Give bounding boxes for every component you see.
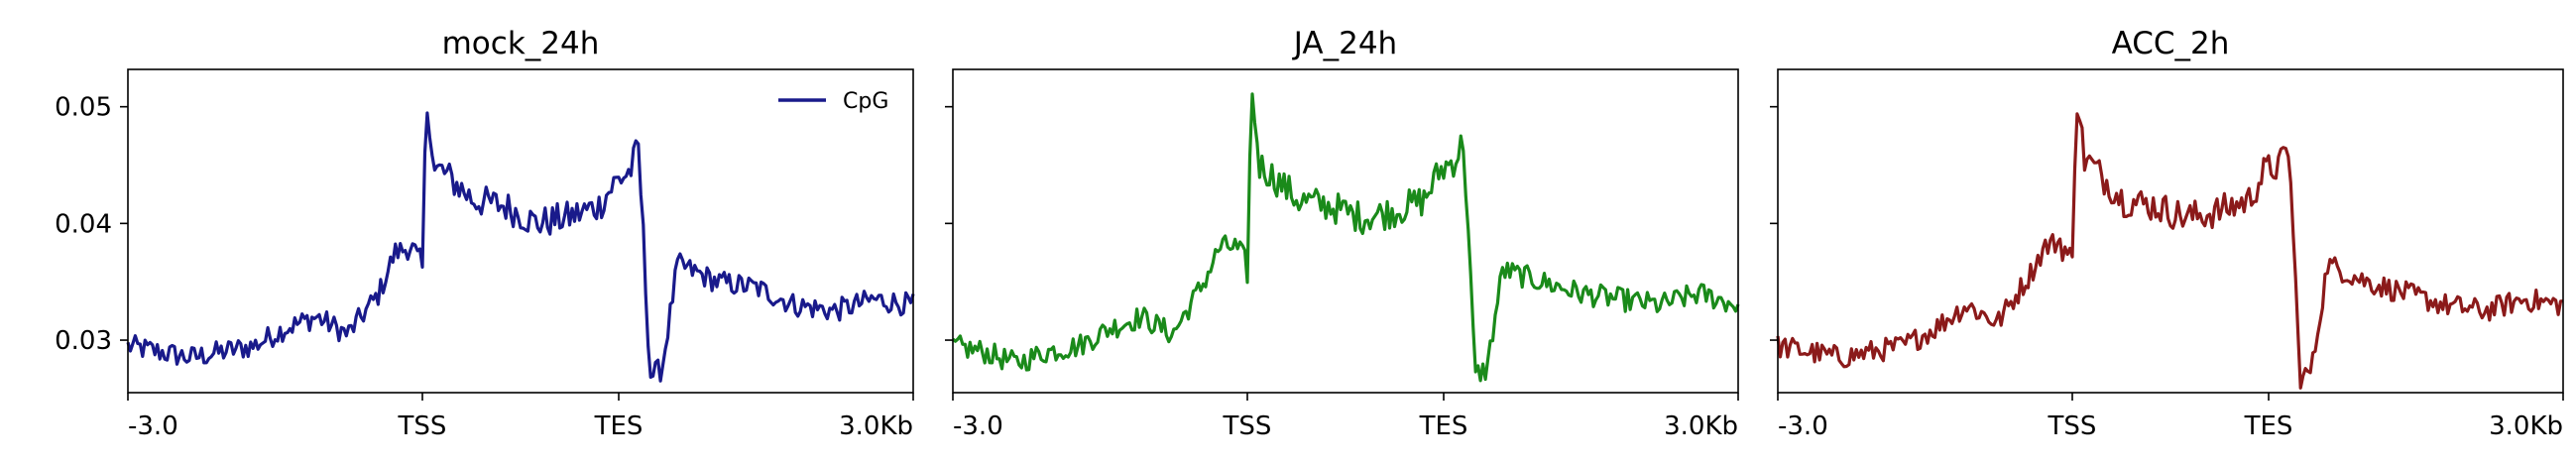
panel-title: JA_24h (1292, 26, 1397, 61)
plot-frame (127, 68, 914, 394)
panel-title: mock_24h (442, 26, 600, 61)
panel-1: mock_24h 0.03 0.04 0.05 -3.0 TSS TES 3.0Kb CpG (55, 26, 915, 441)
x-tick-label: -3.0 (1778, 411, 1828, 441)
x-tick-label: TES (2244, 411, 2293, 441)
x-tick-label: TES (594, 411, 644, 441)
x-tick-label: 3.0Kb (1664, 411, 1738, 441)
series-line (126, 111, 915, 383)
y-tick-label: 0.04 (55, 209, 112, 239)
x-tick-label: TES (1419, 411, 1468, 441)
panel-2: JA_24h -3.0 TSS TES 3.0Kb (945, 26, 1740, 441)
plot-frame (952, 68, 1739, 394)
y-tick-label: 0.05 (55, 93, 112, 123)
panel-3: ACC_2h -3.0 TSS TES 3.0Kb (1770, 26, 2564, 441)
plot-frame (1777, 68, 2564, 394)
x-tick-label: TSS (1223, 411, 1272, 441)
x-tick-label: 3.0Kb (839, 411, 913, 441)
series-line (1776, 112, 2564, 390)
y-tick-label: 0.03 (55, 326, 112, 356)
legend: CpG (778, 89, 888, 114)
x-tick-label: -3.0 (953, 411, 1003, 441)
legend-label: CpG (843, 89, 888, 114)
series-line (951, 92, 1740, 383)
panel-title: ACC_2h (2112, 26, 2230, 61)
x-tick-label: TSS (2048, 411, 2097, 441)
x-tick-label: -3.0 (128, 411, 178, 441)
x-tick-label: TSS (398, 411, 447, 441)
x-tick-label: 3.0Kb (2489, 411, 2563, 441)
